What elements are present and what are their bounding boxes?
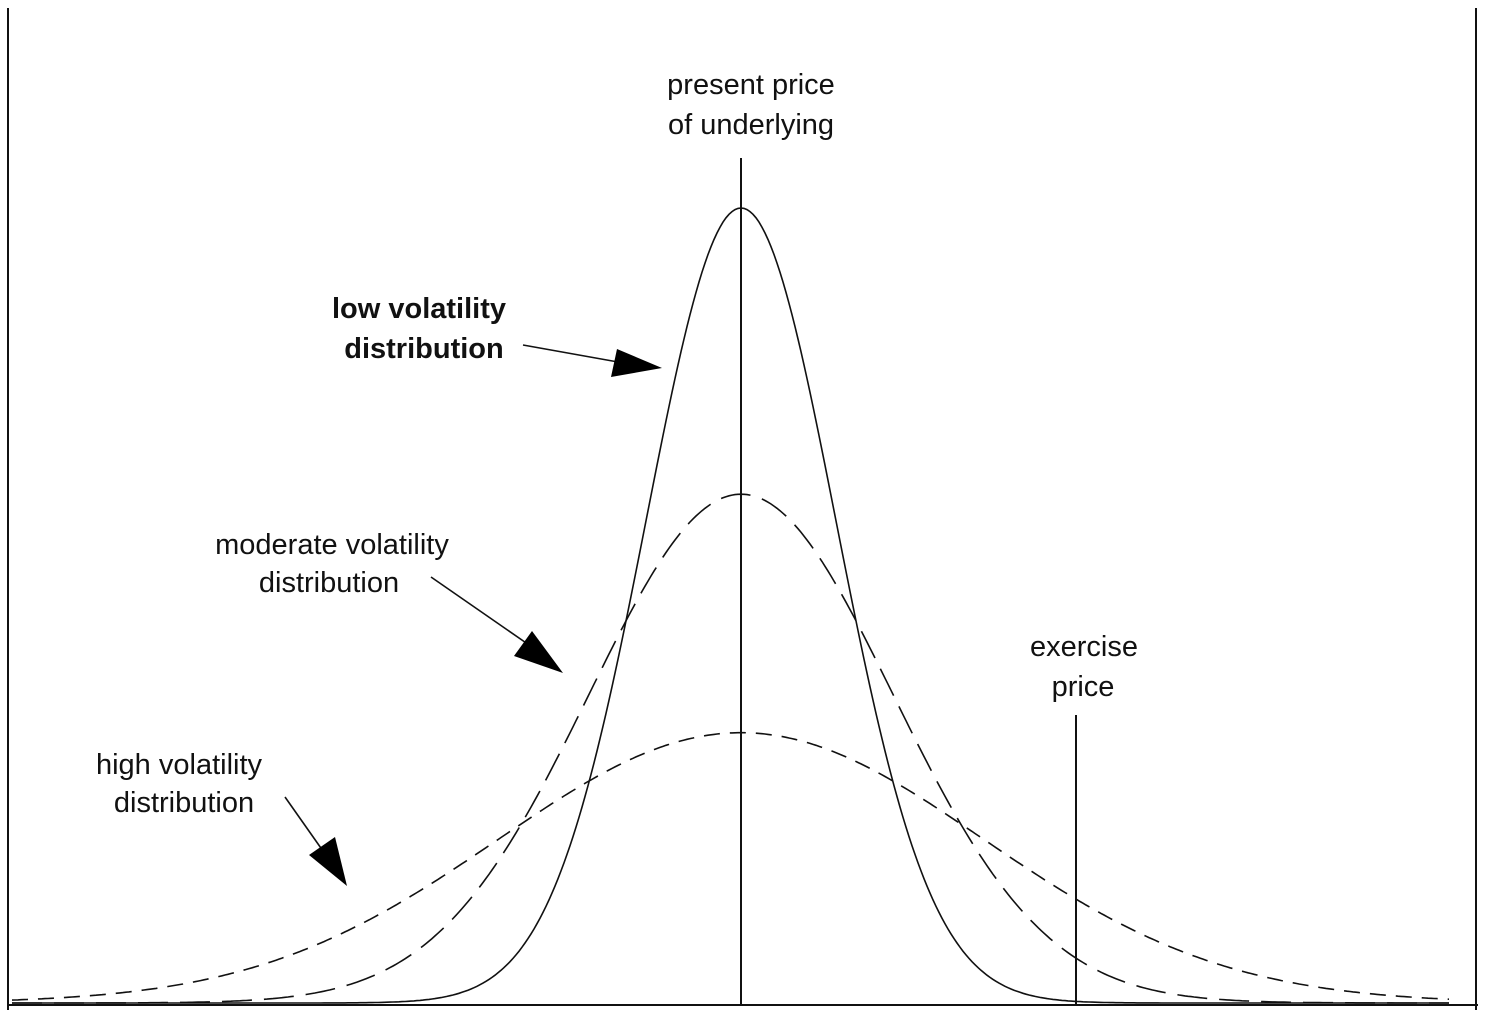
low-volatility-label-line-2: distribution bbox=[344, 333, 503, 365]
high-volatility-label-line-2: distribution bbox=[114, 787, 254, 819]
low-volatility-curve bbox=[12, 207, 1449, 1004]
moderate-volatility-curve bbox=[12, 493, 1449, 1004]
high-volatility-arrow-shaft bbox=[284, 796, 324, 852]
moderate-volatility-label-line-2: distribution bbox=[259, 567, 399, 599]
high-volatility-arrow bbox=[284, 796, 347, 886]
present-price-label-line-2: of underlying bbox=[668, 109, 834, 141]
low-volatility-label-line-1: low volatility bbox=[332, 293, 506, 325]
exercise-price-label-line-2: price bbox=[1052, 671, 1115, 703]
low-volatility-arrowhead bbox=[611, 349, 662, 377]
present-price-label-line-1: present price bbox=[667, 69, 835, 101]
high-volatility-label-line-1: high volatility bbox=[96, 749, 263, 781]
low-volatility-arrow bbox=[522, 344, 662, 377]
moderate-volatility-label-line-1: moderate volatility bbox=[215, 529, 449, 561]
high-volatility-curve bbox=[11, 731, 1450, 1001]
high-volatility-label: high volatility distribution bbox=[96, 749, 263, 819]
exercise-price-label-line-1: exercise bbox=[1030, 631, 1138, 663]
moderate-volatility-arrow bbox=[430, 576, 563, 673]
moderate-volatility-arrowhead bbox=[514, 631, 563, 673]
moderate-volatility-label: moderate volatility distribution bbox=[215, 529, 449, 599]
moderate-volatility-arrow-shaft bbox=[430, 576, 533, 648]
present-price-label: present price of underlying bbox=[667, 69, 835, 141]
low-volatility-arrow-shaft bbox=[522, 344, 619, 363]
low-volatility-label: low volatility distribution bbox=[332, 293, 506, 365]
exercise-price-label: exercise price bbox=[1030, 631, 1138, 703]
high-volatility-arrowhead bbox=[309, 837, 347, 886]
